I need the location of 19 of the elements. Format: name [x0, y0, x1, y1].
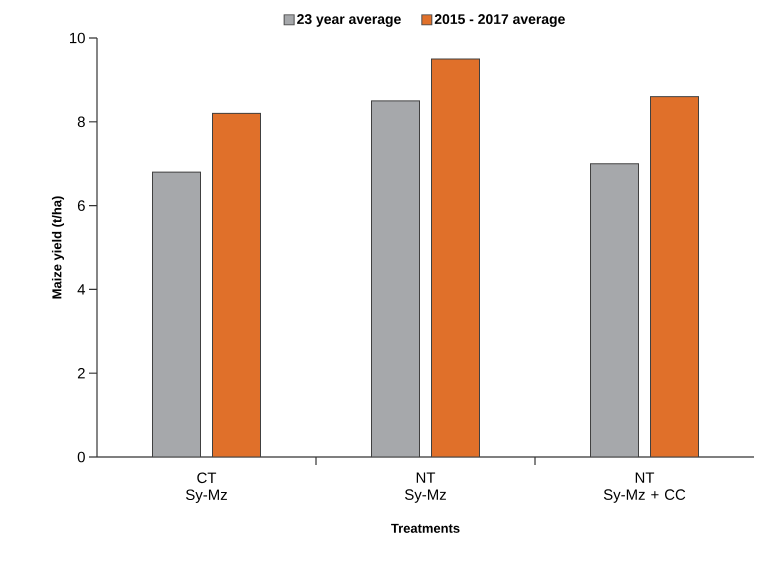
bar — [152, 172, 201, 457]
y-tick-label: 2 — [78, 368, 85, 378]
bar — [431, 58, 480, 457]
y-tick-label: 6 — [78, 200, 85, 211]
y-axis-title: Maize yield (t/ha) — [52, 196, 64, 298]
bar — [650, 96, 700, 457]
y-tick-label: 10 — [70, 32, 85, 44]
bar — [590, 163, 640, 457]
x-tick-label: NT Sy-Mz — [405, 472, 446, 503]
x-axis-title: Treatments — [391, 524, 460, 533]
y-tick-label: 0 — [78, 452, 85, 462]
y-tick-label: 8 — [78, 116, 85, 128]
legend-label: 23 year average — [297, 14, 401, 27]
bar — [212, 112, 262, 457]
x-tick-label: CT Sy-Mz — [186, 472, 227, 503]
y-tick-label: 4 — [78, 284, 86, 295]
bar — [371, 100, 420, 457]
legend-label: 2015 - 2017 average — [434, 14, 565, 27]
x-tick-label: NT Sy-Mz + CC — [604, 472, 686, 503]
